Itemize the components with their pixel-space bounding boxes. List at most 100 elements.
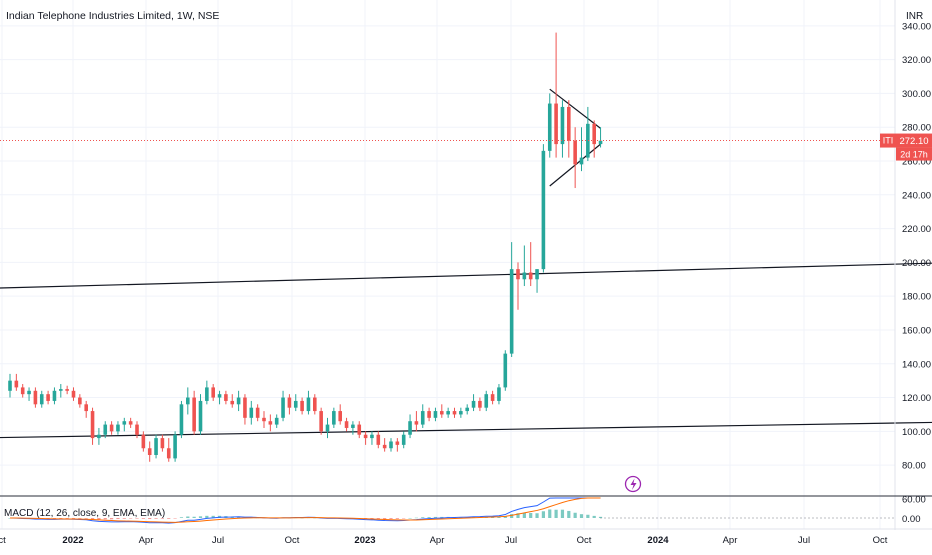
candle[interactable]	[14, 373, 19, 391]
candle[interactable]	[141, 431, 146, 452]
candle[interactable]	[287, 394, 292, 415]
candle[interactable]	[471, 394, 476, 412]
candle[interactable]	[293, 394, 298, 412]
candle[interactable]	[154, 434, 158, 459]
candle[interactable]	[166, 438, 171, 462]
candle[interactable]	[135, 421, 139, 439]
price-axis[interactable]: 340.00 320.00 300.00 280.00 260.00 240.00 220.…	[902, 21, 931, 505]
candle[interactable]	[382, 438, 387, 452]
candle[interactable]	[236, 390, 241, 412]
candle[interactable]	[52, 387, 57, 405]
candle[interactable]	[116, 421, 120, 435]
candle[interactable]	[357, 421, 362, 439]
candle[interactable]	[262, 411, 266, 428]
candle[interactable]	[344, 417, 349, 432]
candle[interactable]	[20, 384, 25, 398]
trendline[interactable]	[549, 88, 601, 129]
candle[interactable]	[59, 384, 63, 398]
candle[interactable]	[109, 421, 114, 435]
candle[interactable]	[522, 245, 527, 287]
candle[interactable]	[420, 404, 425, 428]
candle[interactable]	[363, 431, 368, 445]
candle[interactable]	[319, 407, 323, 435]
candle[interactable]	[547, 93, 552, 158]
candle[interactable]	[8, 373, 12, 398]
candle[interactable]	[459, 407, 463, 418]
candle[interactable]	[592, 120, 596, 158]
candle[interactable]	[446, 407, 450, 418]
candle[interactable]	[211, 384, 215, 401]
candle[interactable]	[78, 394, 82, 408]
candle[interactable]	[33, 387, 38, 408]
candle[interactable]	[306, 390, 311, 415]
candle[interactable]	[586, 106, 590, 161]
candle[interactable]	[84, 400, 88, 418]
candle[interactable]	[541, 144, 546, 273]
candle[interactable]	[90, 407, 95, 445]
candle[interactable]	[39, 390, 44, 408]
candle[interactable]	[179, 400, 184, 439]
candle[interactable]	[414, 411, 419, 432]
candle[interactable]	[173, 431, 177, 462]
candle[interactable]	[230, 394, 235, 408]
candle[interactable]	[528, 242, 533, 287]
candle[interactable]	[249, 400, 254, 425]
candle[interactable]	[243, 394, 247, 425]
candle[interactable]	[497, 384, 501, 405]
candle[interactable]	[503, 350, 508, 391]
candle[interactable]	[535, 269, 539, 293]
candle[interactable]	[27, 387, 31, 401]
candle[interactable]	[160, 434, 165, 452]
candle[interactable]	[192, 390, 196, 435]
candle[interactable]	[395, 438, 400, 452]
candle[interactable]	[46, 390, 50, 405]
candle[interactable]	[490, 390, 495, 405]
candle[interactable]	[573, 127, 577, 189]
candle[interactable]	[274, 414, 279, 428]
candle[interactable]	[509, 242, 514, 357]
candle[interactable]	[401, 431, 406, 449]
candle[interactable]	[389, 438, 393, 452]
candle[interactable]	[128, 417, 133, 428]
time-axis[interactable]: ct 2022 Apr Jul Oct 2023 Apr Jul Oct 2024 Apr Jul Oc…	[0, 535, 888, 546]
candle[interactable]	[440, 404, 444, 418]
candle[interactable]	[554, 32, 558, 158]
candle[interactable]	[224, 390, 228, 405]
candle[interactable]	[484, 390, 489, 412]
candle[interactable]	[300, 397, 304, 415]
candle[interactable]	[313, 394, 317, 415]
candle[interactable]	[217, 390, 222, 405]
candle[interactable]	[103, 421, 108, 439]
candlesticks[interactable]	[8, 32, 603, 462]
candle[interactable]	[325, 417, 330, 439]
candle[interactable]	[579, 127, 584, 172]
candle[interactable]	[560, 100, 565, 158]
trendline[interactable]	[0, 253, 932, 289]
candle[interactable]	[205, 380, 209, 405]
candle[interactable]	[268, 414, 273, 432]
candle[interactable]	[351, 421, 355, 435]
candle[interactable]	[408, 414, 412, 439]
candle[interactable]	[122, 417, 127, 432]
candle[interactable]	[71, 387, 76, 401]
lightning-icon[interactable]	[624, 475, 642, 493]
currency-label[interactable]: INR	[906, 11, 923, 22]
candle[interactable]	[567, 100, 571, 158]
candle[interactable]	[186, 387, 190, 415]
candle[interactable]	[452, 407, 457, 418]
candle[interactable]	[516, 262, 520, 310]
candle[interactable]	[97, 427, 101, 445]
candle[interactable]	[65, 385, 69, 395]
candle[interactable]	[370, 431, 374, 445]
candle[interactable]	[338, 404, 342, 425]
candle[interactable]	[376, 431, 381, 449]
candle[interactable]	[198, 394, 203, 435]
candle[interactable]	[598, 127, 603, 148]
candle[interactable]	[433, 407, 438, 422]
candle[interactable]	[427, 407, 431, 422]
candle[interactable]	[465, 404, 469, 415]
candle[interactable]	[332, 407, 336, 428]
candle[interactable]	[255, 404, 260, 422]
candle[interactable]	[281, 390, 285, 422]
